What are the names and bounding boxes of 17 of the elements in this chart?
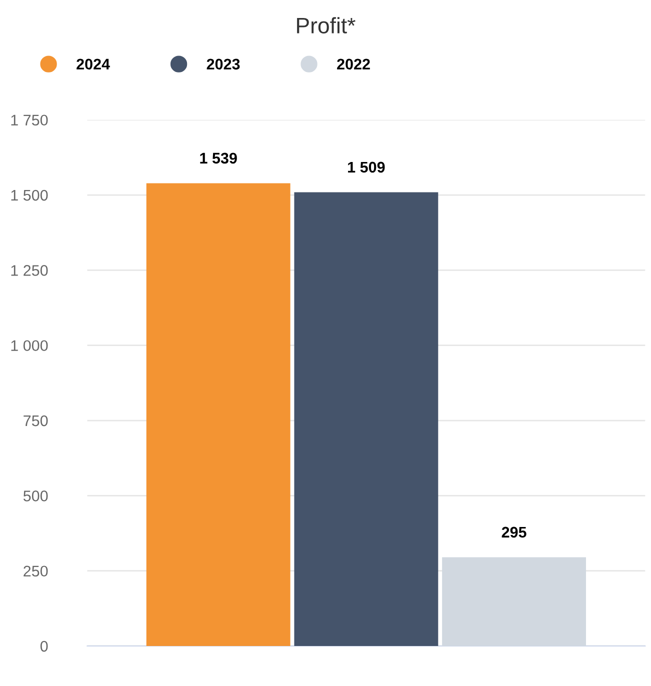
y-tick-label: 250: [24, 566, 48, 577]
bar: [146, 183, 290, 646]
y-tick-label: 1 500: [11, 190, 48, 201]
y-tick-label: 1 750: [11, 114, 48, 126]
bar: [294, 192, 438, 646]
y-tick-label: 1 000: [11, 340, 48, 352]
y-tick-label: 500: [23, 490, 48, 502]
chart-title: Profit*: [297, 17, 356, 34]
legend-label: 2022: [337, 58, 370, 70]
legend-label: 2023: [206, 58, 240, 70]
text: 1 539: [200, 152, 237, 164]
y-tick-label: 0: [40, 640, 48, 652]
y-tick-label: 1 250: [11, 265, 48, 276]
text: 1 509: [348, 162, 385, 173]
y-tick-label: 750: [24, 415, 48, 426]
legend-label: 2024: [76, 58, 110, 70]
text: 295: [502, 526, 526, 538]
